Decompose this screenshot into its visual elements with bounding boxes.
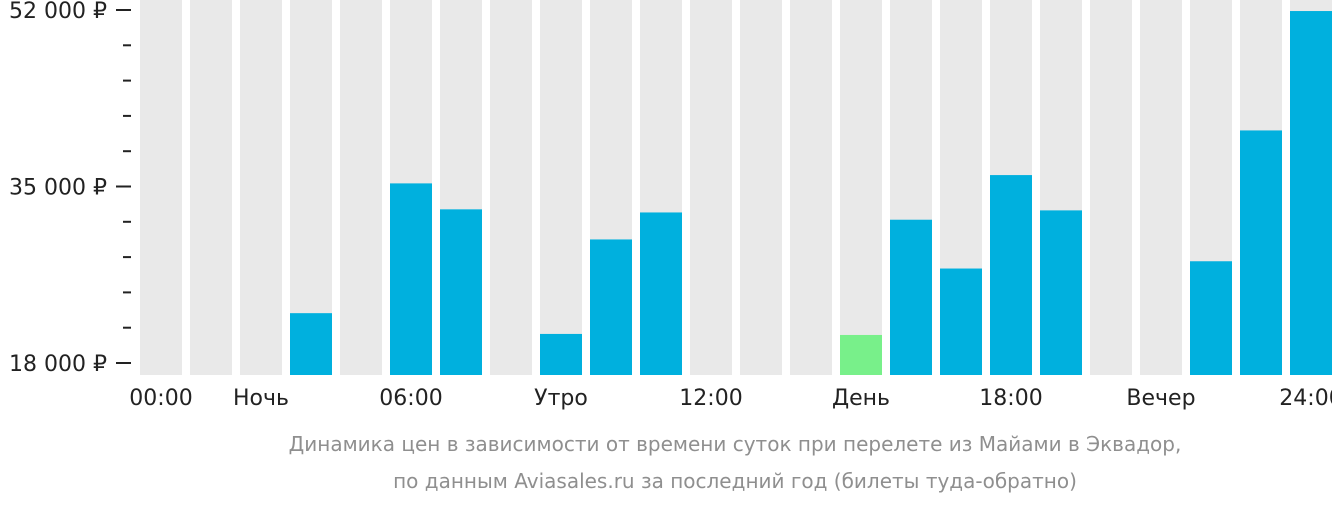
bar <box>290 313 332 375</box>
bar-track <box>190 0 232 375</box>
bar <box>440 209 482 375</box>
y-tick-label: 52 000 ₽ <box>9 0 107 24</box>
x-tick-label: Вечер <box>1126 386 1195 411</box>
y-tick-label: 35 000 ₽ <box>9 176 107 201</box>
bar <box>1040 210 1082 375</box>
bar <box>1190 261 1232 375</box>
bar-track <box>790 0 832 375</box>
x-tick-label: 24:00 <box>1279 386 1332 411</box>
y-tick-label: 18 000 ₽ <box>9 352 107 377</box>
x-tick-label: 18:00 <box>979 386 1042 411</box>
x-tick-label: Утро <box>534 386 588 411</box>
bars <box>290 11 1332 375</box>
bar <box>990 175 1032 375</box>
bar <box>640 212 682 375</box>
chart-caption-line-1: Динамика цен в зависимости от времени су… <box>289 432 1182 456</box>
bar-track <box>690 0 732 375</box>
bar-track <box>1090 0 1132 375</box>
bar-track <box>840 0 882 375</box>
chart-caption-line-2: по данным Aviasales.ru за последний год … <box>393 469 1077 493</box>
bar <box>940 268 982 375</box>
bar <box>890 219 932 375</box>
bar <box>540 333 582 375</box>
bar-track <box>240 0 282 375</box>
x-tick-label: 06:00 <box>379 386 442 411</box>
bar-track <box>140 0 182 375</box>
x-tick-label: Ночь <box>233 386 289 411</box>
x-tick-label: День <box>832 386 890 411</box>
bar-track <box>490 0 532 375</box>
bar-track <box>540 0 582 375</box>
bar-track <box>740 0 782 375</box>
x-axis: 00:00 Ночь 06:00 Утро 12:00 День 18:00 Вечер 24:… <box>129 386 1332 411</box>
bar <box>390 183 432 375</box>
x-tick-label: 12:00 <box>679 386 742 411</box>
bar <box>1240 130 1282 375</box>
bar-track <box>1140 0 1182 375</box>
x-tick-label: 00:00 <box>129 386 192 411</box>
bar-cheapest <box>840 334 882 375</box>
bar <box>590 239 632 375</box>
bar-track <box>290 0 332 375</box>
y-axis: 52 000 ₽ 35 000 ₽ 18 000 ₽ <box>9 0 131 377</box>
bar <box>1290 11 1332 375</box>
bar-track <box>340 0 382 375</box>
